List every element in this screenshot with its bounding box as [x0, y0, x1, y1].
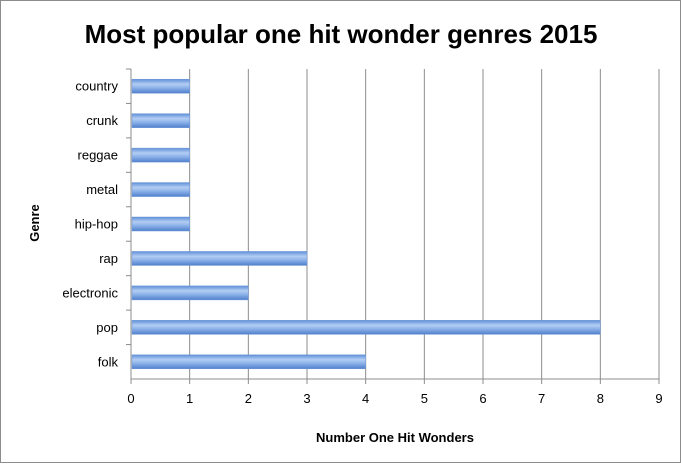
bar-reggae	[131, 147, 190, 163]
y-tick-label-electronic: electronic	[62, 285, 118, 300]
bar-crunk	[131, 113, 190, 128]
x-tick-label-5: 5	[421, 391, 428, 406]
y-tick-labels: country crunk reggae metal hip-hop rap electro…	[62, 79, 118, 370]
y-tick-label-reggae: reggae	[78, 148, 118, 163]
bar-rap	[131, 251, 308, 266]
x-tick-labels: 0 1 2 3 4 5 6 7 8 9	[127, 391, 662, 406]
bar-country	[131, 78, 190, 94]
x-tick-label-4: 4	[362, 391, 369, 406]
x-tick-label-7: 7	[538, 391, 545, 406]
y-tick-label-metal: metal	[86, 182, 118, 197]
y-tick-label-folk: folk	[98, 354, 119, 369]
bars	[131, 78, 601, 370]
gridlines	[189, 69, 660, 379]
bar-pop	[131, 320, 601, 335]
x-axis-label: Number One Hit Wonders	[316, 430, 474, 445]
y-tick-label-pop: pop	[96, 320, 118, 335]
y-axis-label: Genre	[27, 204, 42, 242]
x-tick-label-9: 9	[655, 391, 662, 406]
y-tick-label-country: country	[75, 79, 118, 94]
bar-hip-hop	[131, 216, 190, 232]
chart-title: Most popular one hit wonder genres 2015	[85, 19, 598, 49]
bar-folk	[131, 354, 366, 370]
x-tick-label-8: 8	[597, 391, 604, 406]
bar-electronic	[131, 285, 249, 301]
bar-metal	[131, 182, 190, 197]
x-tick-label-0: 0	[127, 391, 134, 406]
y-tick-label-rap: rap	[99, 251, 118, 266]
y-tick-label-crunk: crunk	[86, 113, 118, 128]
x-tick-label-2: 2	[245, 391, 252, 406]
axes	[126, 68, 660, 384]
y-tick-label-hip-hop: hip-hop	[75, 217, 118, 232]
x-tick-label-1: 1	[186, 391, 193, 406]
x-tick-label-3: 3	[303, 391, 310, 406]
x-tick-label-6: 6	[479, 391, 486, 406]
